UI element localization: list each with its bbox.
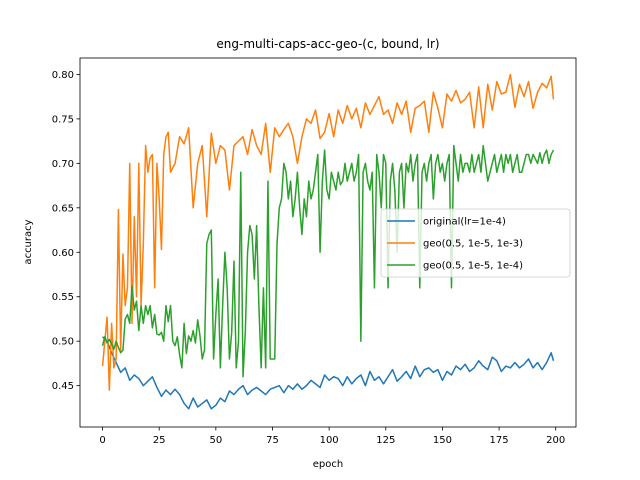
chart-title: eng-multi-caps-acc-geo-(c, bound, lr) <box>216 37 439 51</box>
x-tick-label: 175 <box>490 435 509 446</box>
legend: original(lr=1e-4) geo(0.5, 1e-5, 1e-3) geo… <box>380 208 571 278</box>
y-tick-label: 0.65 <box>52 203 74 214</box>
y-tick-label: 0.70 <box>52 159 74 170</box>
y-tick-label: 0.75 <box>52 114 74 125</box>
x-tick-label: 75 <box>266 435 279 446</box>
x-tick-label: 125 <box>376 435 395 446</box>
x-tick-label: 200 <box>546 435 565 446</box>
legend-label-3: geo(0.5, 1e-5, 1e-4) <box>423 261 523 272</box>
series-line-2 <box>101 73 555 391</box>
y-tick-label: 0.55 <box>52 292 74 303</box>
y-tick-label: 0.45 <box>52 381 74 392</box>
axes-frame <box>79 57 577 428</box>
y-axis-label: accuracy <box>23 219 34 264</box>
legend-label-1: original(lr=1e-4) <box>423 217 506 228</box>
plot-area: 0 25 50 75 100 125 150 175 200 0.45 0.50 0.55 0.60 0.… <box>52 57 577 446</box>
series-line-3 <box>101 144 555 378</box>
x-tick-label: 25 <box>153 435 166 446</box>
x-tick-label: 100 <box>320 435 339 446</box>
x-tick-label: 0 <box>99 435 105 446</box>
x-axis-label: epoch <box>313 459 343 470</box>
legend-label-2: geo(0.5, 1e-5, 1e-3) <box>423 239 523 250</box>
y-tick-label: 0.60 <box>52 248 74 259</box>
legend-box <box>380 208 571 278</box>
y-tick-label: 0.80 <box>52 70 74 81</box>
x-tick-label: 150 <box>433 435 452 446</box>
x-tick-label: 50 <box>209 435 222 446</box>
y-tick-label: 0.50 <box>52 337 74 348</box>
series-line-1 <box>102 336 555 410</box>
